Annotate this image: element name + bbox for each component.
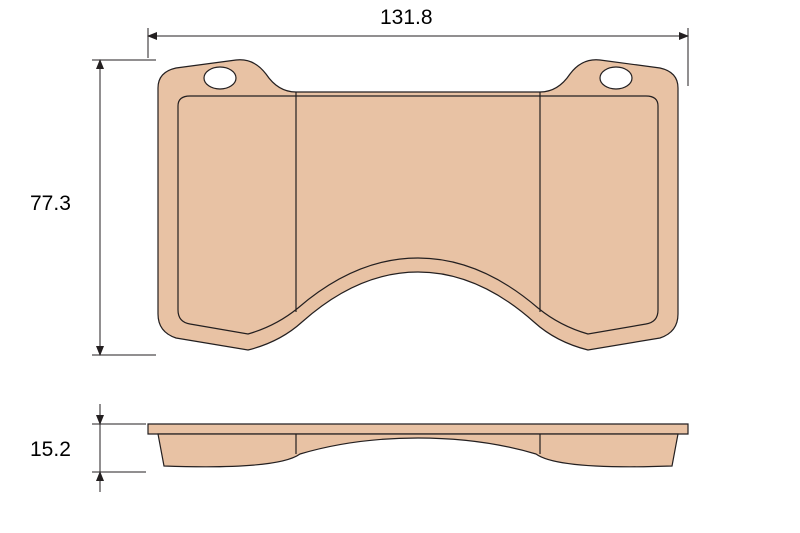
side-view bbox=[148, 424, 688, 467]
brake-pad-outer bbox=[158, 60, 678, 350]
friction-material-edge bbox=[158, 434, 678, 467]
dimension-height bbox=[92, 60, 156, 355]
dimension-thickness-label: 15.2 bbox=[30, 438, 71, 462]
front-view bbox=[158, 60, 678, 350]
mounting-hole-right bbox=[600, 67, 632, 89]
dimension-width-label: 131.8 bbox=[380, 6, 433, 30]
technical-drawing-canvas bbox=[0, 0, 800, 533]
backing-plate-edge bbox=[148, 424, 688, 434]
dimension-thickness bbox=[92, 404, 146, 492]
mounting-hole-left bbox=[204, 67, 236, 89]
dimension-height-label: 77.3 bbox=[30, 192, 71, 216]
